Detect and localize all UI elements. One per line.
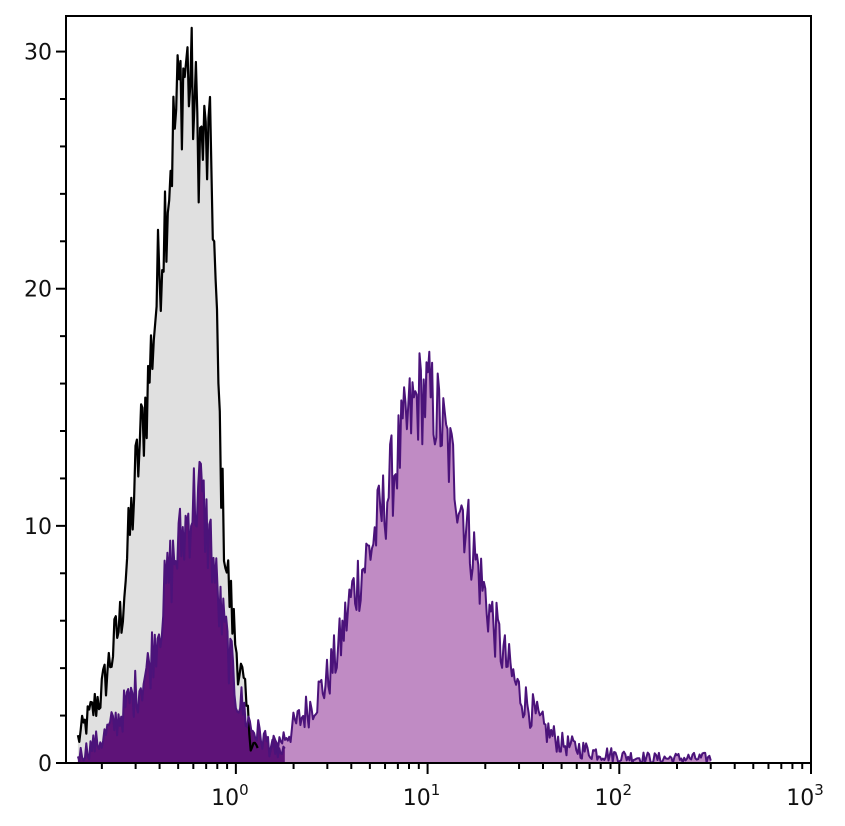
stained-low-series-line	[76, 460, 286, 762]
stained-series-line	[268, 350, 712, 764]
y-tick-label: 10	[24, 515, 52, 540]
x-tick-label: 103	[786, 781, 824, 811]
stained-low-series-fill	[77, 461, 285, 763]
x-tick-label: 101	[403, 781, 441, 811]
series-layer	[76, 26, 712, 764]
y-tick-label: 20	[24, 278, 52, 303]
stained-series-fill	[269, 351, 711, 763]
control-series-line	[76, 26, 259, 752]
plot-frame	[65, 15, 812, 764]
y-tick-label: 30	[24, 41, 52, 66]
x-tick-label: 100	[211, 781, 249, 811]
y-tick-label: 0	[38, 752, 52, 777]
axis-layer: 0 10 20 30 100 101 102 103	[24, 41, 824, 811]
x-tick-label: 102	[595, 781, 633, 811]
